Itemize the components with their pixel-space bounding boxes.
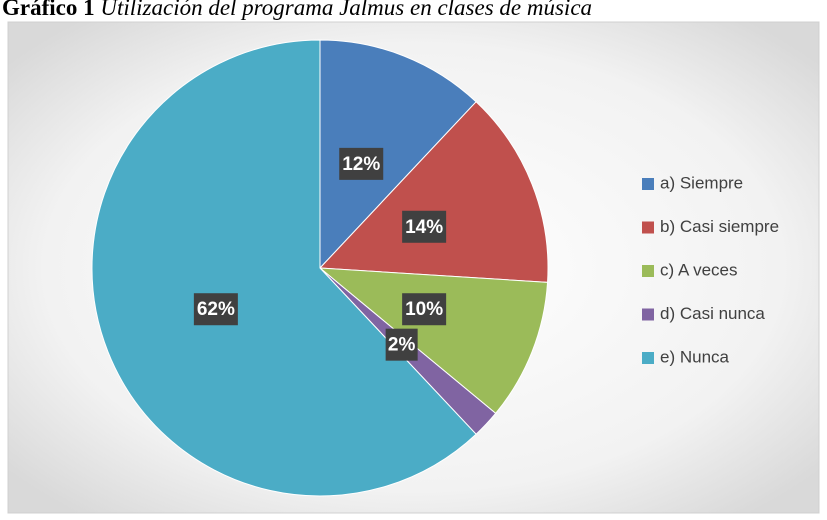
data-label: 10% xyxy=(405,299,443,320)
legend-label: d) Casi nunca xyxy=(660,304,765,323)
data-label-box xyxy=(385,328,418,361)
title-label: Gráfico 1 xyxy=(2,0,95,20)
pie-slice xyxy=(91,39,477,497)
legend-label: c) A veces xyxy=(660,260,737,279)
title-text: Utilización del programa Jalmus en clase… xyxy=(100,0,592,20)
data-label: 12% xyxy=(342,154,380,175)
legend-label: a) Siempre xyxy=(660,173,743,192)
pie-slice xyxy=(318,267,549,415)
legend-swatch xyxy=(642,352,654,364)
data-label-box xyxy=(402,210,447,243)
chart-title: Gráfico 1 Utilización del programa Jalmu… xyxy=(2,0,592,20)
pie-slice xyxy=(319,39,477,270)
data-label: 62% xyxy=(197,299,235,320)
data-label: 2% xyxy=(388,335,416,356)
legend-label: b) Casi siempre xyxy=(660,217,779,236)
data-label-box xyxy=(193,293,238,326)
pie-slice xyxy=(318,101,549,283)
data-label-box xyxy=(402,293,447,326)
legend-swatch xyxy=(642,308,654,321)
data-label: 14% xyxy=(405,217,443,238)
legend-label: e) Nunca xyxy=(660,347,730,366)
legend-swatch xyxy=(642,221,654,234)
legend-swatch xyxy=(642,265,654,277)
legend-swatch xyxy=(642,178,654,190)
data-label-box xyxy=(339,147,384,180)
